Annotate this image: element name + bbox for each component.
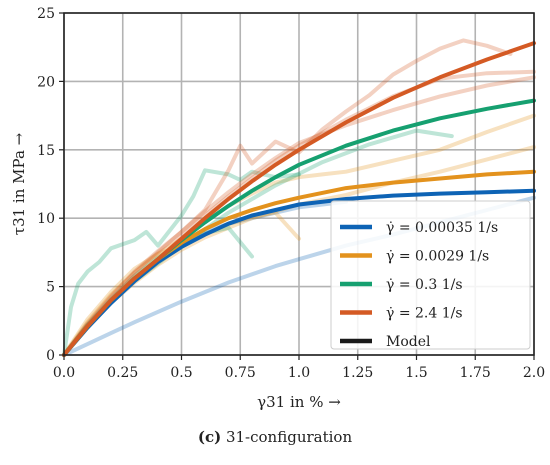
- x-axis-label: γ31 in % →: [257, 393, 341, 411]
- experiment-line: [62, 168, 301, 357]
- x-tick-label: 0.5: [170, 365, 192, 381]
- x-tick-label: 2.0: [523, 365, 545, 381]
- x-tick-label: 1.25: [342, 365, 373, 381]
- legend-label: γ̇ = 2.4 1/s: [386, 306, 463, 322]
- legend-label: Model: [386, 334, 431, 350]
- model-line: [62, 41, 536, 357]
- y-tick-label: 5: [46, 280, 55, 296]
- y-tick-label: 20: [37, 74, 55, 90]
- caption-text: 31-configuration: [221, 428, 353, 446]
- legend-box: [330, 200, 531, 350]
- legend-label: γ̇ = 0.3 1/s: [386, 277, 463, 293]
- x-tick-label: 0.75: [225, 365, 256, 381]
- y-tick-label: 25: [37, 6, 55, 22]
- y-tick-label: 0: [46, 348, 55, 364]
- x-tick-label: 1.75: [460, 365, 491, 381]
- x-tick-label: 0.25: [107, 365, 138, 381]
- chart: 0.0 0.25 0.5 0.75 1.0 1.25 1.5 1.75 2.0 0 5 10 15 20…: [10, 6, 545, 411]
- experiment-line: [62, 75, 536, 357]
- y-ticks: 0 5 10 15 20 25: [37, 6, 64, 364]
- legend: γ̇ = 0.00035 1/s γ̇ = 0.0029 1/s γ̇ = 0.3 …: [330, 200, 531, 350]
- experiment-line: [62, 113, 536, 357]
- x-tick-label: 1.5: [405, 365, 427, 381]
- x-ticks: 0.0 0.25 0.5 0.75 1.0 1.25 1.5 1.75 2.0: [53, 355, 545, 381]
- caption-letter: (c): [197, 428, 222, 446]
- x-tick-label: 0.0: [53, 365, 75, 381]
- experiment-line: [62, 38, 513, 357]
- model-curves: [62, 41, 536, 357]
- y-axis-label: τ31 in MPa →: [10, 132, 28, 235]
- x-tick-label: 1.0: [288, 365, 310, 381]
- figure-caption: (c) 31-configuration: [0, 428, 550, 446]
- y-tick-label: 15: [37, 143, 55, 159]
- legend-label: γ̇ = 0.00035 1/s: [386, 220, 498, 236]
- legend-label: γ̇ = 0.0029 1/s: [386, 249, 489, 265]
- y-tick-label: 10: [37, 211, 55, 227]
